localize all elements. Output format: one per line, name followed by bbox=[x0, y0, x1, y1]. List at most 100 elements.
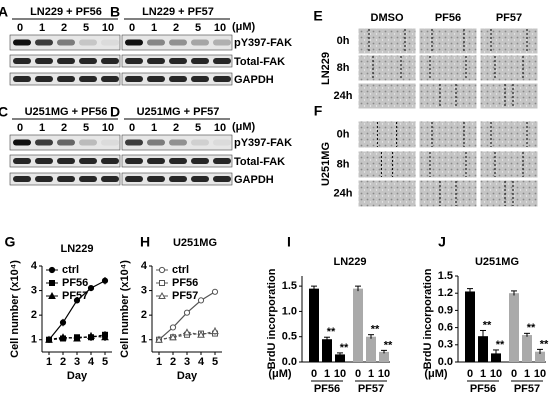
x-tick-label: 5 bbox=[102, 356, 108, 368]
marker bbox=[59, 319, 67, 326]
band bbox=[101, 158, 119, 164]
category-label: 1 bbox=[480, 368, 486, 380]
concentration: 1 bbox=[39, 22, 45, 34]
concentration: 2 bbox=[61, 22, 67, 34]
band bbox=[213, 158, 231, 164]
band bbox=[79, 158, 97, 164]
concentration: 2 bbox=[61, 122, 67, 134]
bar bbox=[309, 288, 319, 362]
concentration: 2 bbox=[173, 122, 179, 134]
concentration: 2 bbox=[173, 22, 179, 34]
band bbox=[169, 39, 187, 46]
panel-label: G bbox=[5, 234, 16, 250]
marker bbox=[169, 324, 177, 331]
blot-row-label: Total-FAK bbox=[234, 156, 285, 168]
wound-column: PF56 bbox=[435, 12, 461, 24]
panel-label: H bbox=[140, 234, 150, 250]
marker bbox=[211, 288, 219, 295]
bar bbox=[353, 288, 363, 362]
series-line bbox=[158, 332, 215, 341]
wound-row-label: 0h bbox=[337, 128, 350, 140]
group-label: PF57 bbox=[358, 383, 384, 395]
band bbox=[169, 139, 187, 146]
x-axis-label: Day bbox=[67, 370, 88, 382]
band bbox=[35, 58, 53, 64]
category-label: 10 bbox=[490, 368, 502, 380]
legend-label: PF57 bbox=[172, 290, 198, 302]
wound-column: PF57 bbox=[496, 12, 522, 24]
y-tick-label: 0.6 bbox=[438, 322, 453, 334]
significance: ** bbox=[483, 319, 492, 331]
blot-row-label: pY397-FAK bbox=[234, 137, 292, 149]
blot-title: U251MG + PF57 bbox=[137, 106, 220, 118]
wound-image bbox=[357, 120, 417, 149]
category-label: 0 bbox=[511, 368, 517, 380]
wound-image bbox=[418, 150, 478, 179]
band bbox=[79, 39, 97, 46]
legend-label: ctrl bbox=[62, 264, 79, 276]
band bbox=[79, 139, 97, 146]
bar bbox=[335, 354, 345, 362]
band bbox=[101, 76, 119, 82]
band bbox=[35, 76, 53, 82]
bar bbox=[535, 351, 545, 362]
marker bbox=[183, 328, 191, 336]
category-label: 10 bbox=[334, 368, 346, 380]
wound-image bbox=[357, 150, 417, 179]
band bbox=[101, 39, 119, 46]
panel-label: B bbox=[110, 4, 120, 20]
band bbox=[147, 176, 165, 182]
concentration: 0 bbox=[129, 22, 135, 34]
y-tick-label: 1.5 bbox=[438, 270, 453, 282]
marker bbox=[59, 333, 67, 341]
concentration: 5 bbox=[83, 122, 89, 134]
legend-label: ctrl bbox=[172, 264, 189, 276]
band bbox=[213, 58, 231, 64]
group-label: PF57 bbox=[514, 383, 540, 395]
band bbox=[35, 176, 53, 182]
series-line bbox=[48, 335, 106, 341]
unit: (μM) bbox=[424, 368, 448, 380]
y-tick-label: 4 bbox=[141, 260, 148, 272]
band bbox=[57, 158, 75, 164]
y-tick-label: 3 bbox=[141, 284, 147, 296]
band bbox=[79, 176, 97, 182]
band bbox=[13, 76, 31, 82]
wound-image bbox=[479, 27, 539, 55]
concentration: 1 bbox=[151, 122, 157, 134]
x-tick-label: 1 bbox=[156, 356, 162, 368]
band bbox=[191, 76, 209, 82]
band bbox=[169, 176, 187, 182]
y-tick-label: 1.0 bbox=[282, 305, 297, 317]
concentration: 1 bbox=[151, 22, 157, 34]
category-label: 10 bbox=[378, 368, 390, 380]
significance: ** bbox=[540, 338, 549, 350]
wound-row-label: 24h bbox=[334, 90, 353, 102]
y-tick-label: 4 bbox=[31, 260, 38, 272]
marker bbox=[45, 335, 53, 343]
marker bbox=[158, 291, 166, 299]
category-label: 0 bbox=[355, 368, 361, 380]
wound-image bbox=[357, 179, 417, 208]
y-tick-label: 0.9 bbox=[438, 304, 453, 316]
x-tick-label: 5 bbox=[212, 356, 218, 368]
concentration: 0 bbox=[17, 122, 23, 134]
band bbox=[13, 176, 31, 182]
bar bbox=[522, 335, 532, 362]
panel-label: A bbox=[0, 4, 8, 20]
wound-image bbox=[479, 54, 539, 82]
group-label: PF56 bbox=[314, 383, 340, 395]
chart-title: LN229 bbox=[60, 243, 93, 255]
panel-label: I bbox=[287, 234, 291, 250]
marker bbox=[197, 297, 205, 304]
y-axis-label: Cell number (x10⁴) bbox=[9, 260, 21, 358]
wound-row-label: 8h bbox=[337, 158, 350, 170]
band bbox=[125, 176, 143, 182]
band bbox=[213, 76, 231, 82]
chart-title: LN229 bbox=[333, 256, 366, 268]
marker bbox=[73, 334, 81, 342]
marker bbox=[48, 291, 56, 299]
blot-strip bbox=[121, 134, 233, 151]
y-axis-label: Cell number (x10⁴) bbox=[119, 260, 131, 358]
legend-label: PF56 bbox=[172, 277, 198, 289]
